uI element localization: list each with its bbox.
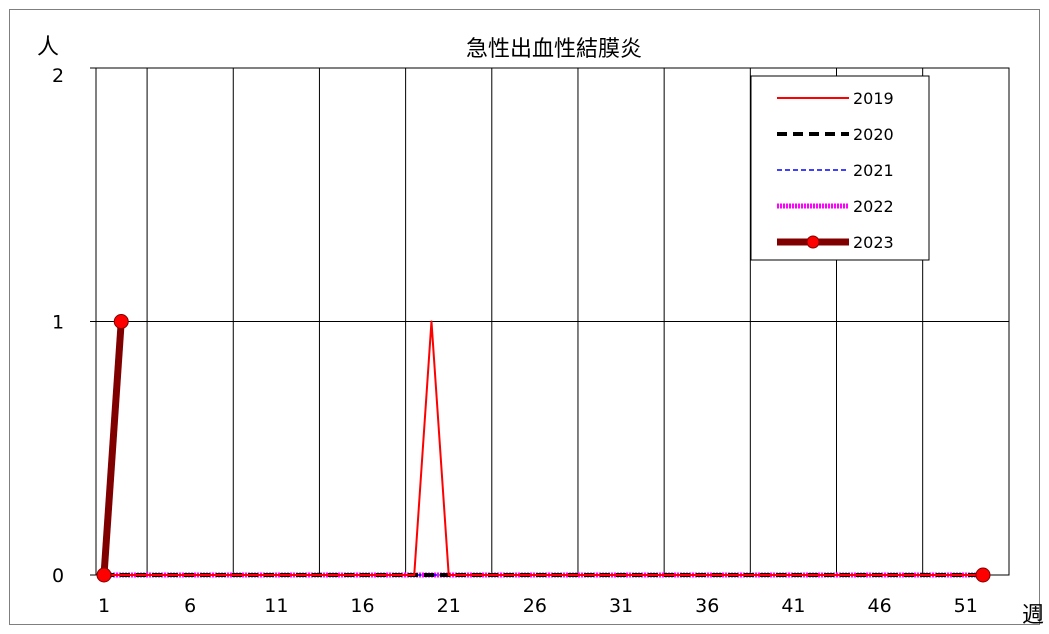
legend-label-2021: 2021 <box>853 161 894 180</box>
y-axis-label: 人 <box>37 35 59 60</box>
y-tick-label: 1 <box>52 312 64 334</box>
x-tick-label: 46 <box>867 595 891 617</box>
y-tick-label: 2 <box>52 65 64 87</box>
legend-label-2023: 2023 <box>853 233 894 252</box>
x-tick-label: 26 <box>523 595 547 617</box>
x-tick-label: 41 <box>781 595 805 617</box>
legend-label-2022: 2022 <box>853 197 894 216</box>
legend-label-2019: 2019 <box>853 89 894 108</box>
series-line-2023 <box>100 321 125 576</box>
legend-box <box>750 75 930 261</box>
legend-marker-2023 <box>806 235 820 249</box>
x-tick-label: 36 <box>695 595 719 617</box>
x-tick-label: 1 <box>98 595 110 617</box>
data-point-2023 <box>975 567 991 583</box>
x-axis-label: 週 <box>1022 603 1044 628</box>
x-tick-label: 6 <box>184 595 196 617</box>
series-line-2019 <box>104 320 983 576</box>
legend-label-2020: 2020 <box>853 125 894 144</box>
chart-frame <box>9 9 1040 625</box>
series <box>96 314 991 583</box>
x-tick-label: 51 <box>954 595 978 617</box>
x-tick-label: 21 <box>437 595 461 617</box>
y-tick-label: 0 <box>52 565 64 587</box>
x-tick-label: 16 <box>350 595 374 617</box>
legend: 2019 2020 2021 2022 2023 <box>750 75 930 261</box>
data-point-2023 <box>113 314 129 329</box>
data-point-2023 <box>96 567 112 583</box>
x-tick-label: 31 <box>609 595 633 617</box>
x-tick-label: 11 <box>264 595 288 617</box>
chart-title: 急性出血性結膜炎 <box>466 37 642 62</box>
